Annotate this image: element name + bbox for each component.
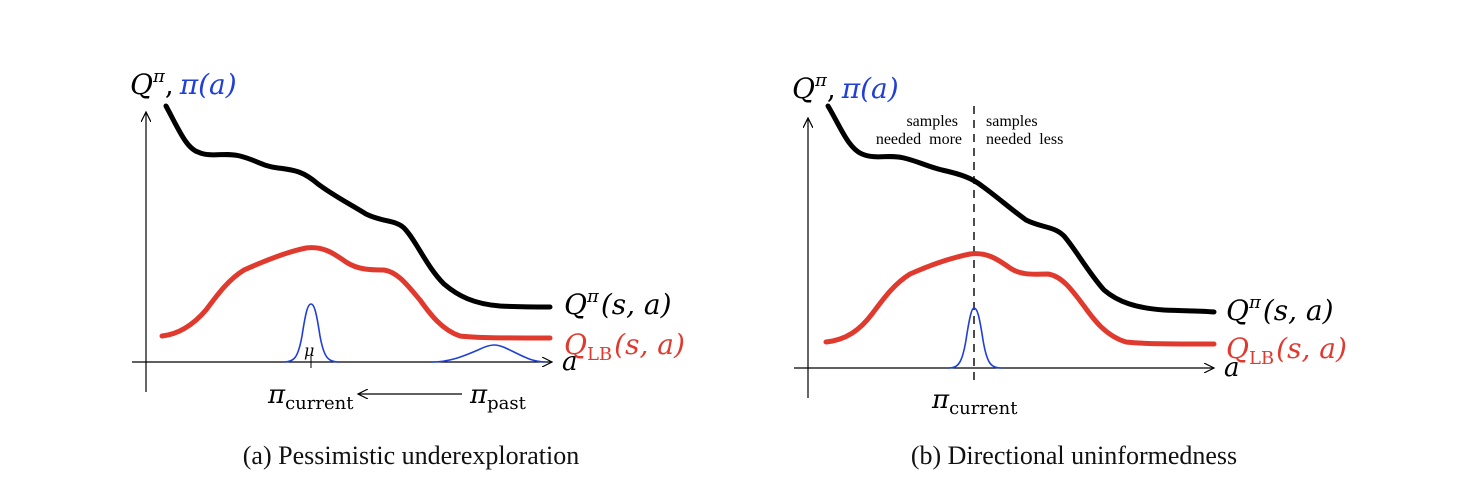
pi-current-density-b: [947, 307, 1003, 369]
pi-past-label-a: πpast: [469, 380, 527, 414]
legend-q-pi-b: Qπ(s, a): [1226, 292, 1334, 327]
x-axis-label-a: a: [562, 347, 578, 377]
q-lb-curve-b: [823, 251, 1217, 347]
panel-a: Qπ, π(a) μ a Qπ(s, a) QLB(s, a) πcurrent …: [130, 66, 685, 470]
legend-q-lb-a: QLB(s, a): [564, 328, 685, 365]
q-lb-curve-a: [159, 245, 553, 341]
pi-current-label-b: πcurrent: [931, 385, 1018, 419]
caption-b: (b) Directional uninformedness: [911, 441, 1237, 470]
legend-q-pi-a: Qπ(s, a): [564, 286, 672, 321]
x-axis-label-b: a: [1224, 353, 1240, 383]
left-note-b: samples needed more: [876, 113, 962, 148]
q-pi-curve-a: [163, 103, 553, 310]
caption-a: (a) Pessimistic underexploration: [243, 441, 579, 470]
pi-current-label-a: πcurrent: [267, 380, 354, 414]
right-note-b: samples needed less: [986, 113, 1063, 148]
y-axis-label-b: Qπ, π(a): [792, 70, 899, 105]
panel-b: Qπ, π(a) samples needed more samples need…: [792, 70, 1347, 470]
pi-past-density-a: [431, 344, 547, 363]
pi-current-density-a: [283, 303, 341, 363]
q-pi-curve-b: [825, 103, 1217, 315]
y-axis-label-a: Qπ, π(a): [130, 66, 237, 101]
mu-label-a: μ: [304, 341, 314, 360]
legend-q-lb-b: QLB(s, a): [1226, 332, 1347, 369]
